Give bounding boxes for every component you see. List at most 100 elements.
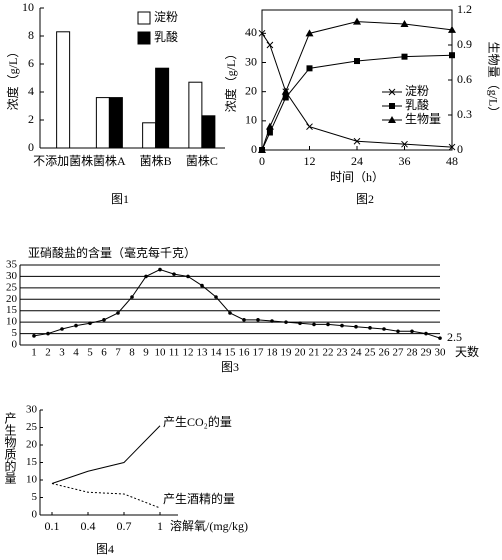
series-line: [51, 483, 161, 509]
series-line: [261, 33, 453, 148]
data-point: [32, 334, 36, 338]
x-tick-label: 菌株C: [186, 153, 218, 168]
x-tick-label: 11: [169, 347, 180, 359]
x-tick-label: 0.7: [117, 519, 132, 533]
x-tick-label: 22: [323, 347, 334, 359]
bar: [142, 122, 157, 149]
x-tick-label: 1: [157, 519, 163, 533]
caption: 图1: [111, 192, 129, 206]
y-tick-label: 20: [6, 293, 18, 305]
x-tick-label: 9: [143, 347, 149, 359]
y-tick-label: 5: [32, 491, 38, 503]
y2-axis-label: 生物量（g/L）: [486, 42, 500, 119]
y2-tick-label: 0: [457, 142, 463, 156]
x-tick-label: 菌株A: [93, 153, 126, 168]
x-tick-label: 8: [129, 347, 135, 359]
y2-tick-label: 0.3: [457, 107, 472, 121]
x-tick-label: 28: [407, 347, 419, 359]
x-tick-label: 不添加菌株: [33, 153, 93, 168]
x-tick-label: 24: [351, 347, 363, 359]
x-tick-label: 26: [379, 347, 391, 359]
bar: [155, 67, 170, 149]
x-tick-label: 12: [183, 347, 194, 359]
legend-label: 生物量: [405, 112, 441, 126]
bar: [201, 115, 216, 149]
x-tick-label: 12: [304, 154, 316, 168]
y-tick-label: 25: [26, 421, 38, 433]
x-tick-label: 1: [31, 347, 37, 359]
legend-swatch: [137, 11, 151, 25]
x-axis-label: 时间（h）: [330, 170, 384, 184]
y-tick-label: 30: [26, 404, 38, 416]
x-tick-label: 菌株B: [140, 153, 172, 168]
x-tick-label: 18: [267, 347, 279, 359]
x-tick-label: 48: [446, 154, 458, 168]
x-axis-label: 溶解氧/(mg/kg): [170, 518, 248, 533]
x-axis-label: 天数: [455, 344, 479, 359]
chart-title: 亚硝酸盐的含量（毫克每千克）: [28, 245, 196, 260]
y-tick-label: 30: [6, 270, 18, 282]
x-tick-label: 3: [59, 347, 65, 359]
series-line: [33, 269, 441, 339]
series-line: [51, 425, 161, 484]
data-point: [258, 29, 266, 37]
legend-marker: [389, 103, 395, 109]
x-tick-label: 4: [73, 347, 79, 359]
y-axis-label: 浓度（g/L）: [223, 48, 238, 113]
legend-label: 乳酸: [154, 29, 178, 44]
y2-tick-label: 0.9: [457, 37, 472, 51]
x-tick-label: 21: [309, 347, 320, 359]
y-tick-label: 10: [6, 316, 18, 328]
y-tick-label: 15: [26, 456, 38, 468]
y-tick-label: 0: [28, 140, 34, 154]
y-tick-label: 20: [26, 439, 38, 451]
legend-swatch: [137, 31, 151, 45]
y-tick-label: 25: [6, 281, 18, 293]
y-tick-label: 10: [26, 474, 38, 486]
data-point: [438, 336, 442, 340]
x-tick-label: 15: [225, 347, 237, 359]
y-tick-label: 5: [12, 327, 18, 339]
bar: [56, 31, 71, 149]
y-axis-label: 浓度（g/L）: [5, 46, 20, 111]
x-tick-label: 20: [295, 347, 307, 359]
series-label: 产生CO₂的量: [163, 414, 232, 429]
y-axis-label: 产生物质的量: [3, 412, 17, 484]
x-tick-label: 2: [45, 347, 51, 359]
y-tick-label: 10: [22, 0, 34, 14]
x-tick-label: 14: [211, 347, 223, 359]
y-tick-label: 10: [245, 113, 257, 127]
bar: [188, 81, 203, 149]
series-label: 产生酒精的量: [163, 491, 235, 506]
series-line: [261, 54, 453, 151]
x-tick-label: 16: [239, 347, 251, 359]
x-tick-label: 17: [253, 347, 265, 359]
caption: 图3: [221, 360, 239, 374]
y-tick-label: 35: [6, 259, 18, 271]
series-line: [261, 21, 453, 151]
legend-marker: [388, 116, 396, 123]
x-tick-label: 29: [421, 347, 433, 359]
bar: [108, 97, 123, 149]
y-tick-label: 8: [28, 28, 34, 42]
y2-tick-label: 1.2: [457, 2, 472, 16]
legend-label: 淀粉: [154, 10, 178, 24]
x-tick-label: 36: [399, 154, 411, 168]
caption: 图4: [96, 542, 114, 556]
y-tick-label: 6: [28, 56, 34, 70]
x-tick-label: 5: [87, 347, 93, 359]
y-tick-label: 15: [6, 304, 18, 316]
bar: [95, 97, 110, 149]
x-tick-label: 13: [197, 347, 209, 359]
y-tick-label: 2: [28, 112, 34, 126]
y2-tick-label: 0.6: [457, 72, 472, 86]
x-tick-label: 23: [337, 347, 349, 359]
caption: 图2: [356, 192, 374, 206]
x-tick-label: 7: [115, 347, 121, 359]
y-tick-label: 0: [12, 339, 18, 351]
y-tick-label: 20: [245, 83, 257, 97]
legend-label: 淀粉: [405, 84, 429, 98]
legend-label: 乳酸: [405, 97, 429, 112]
x-tick-label: 6: [101, 347, 107, 359]
